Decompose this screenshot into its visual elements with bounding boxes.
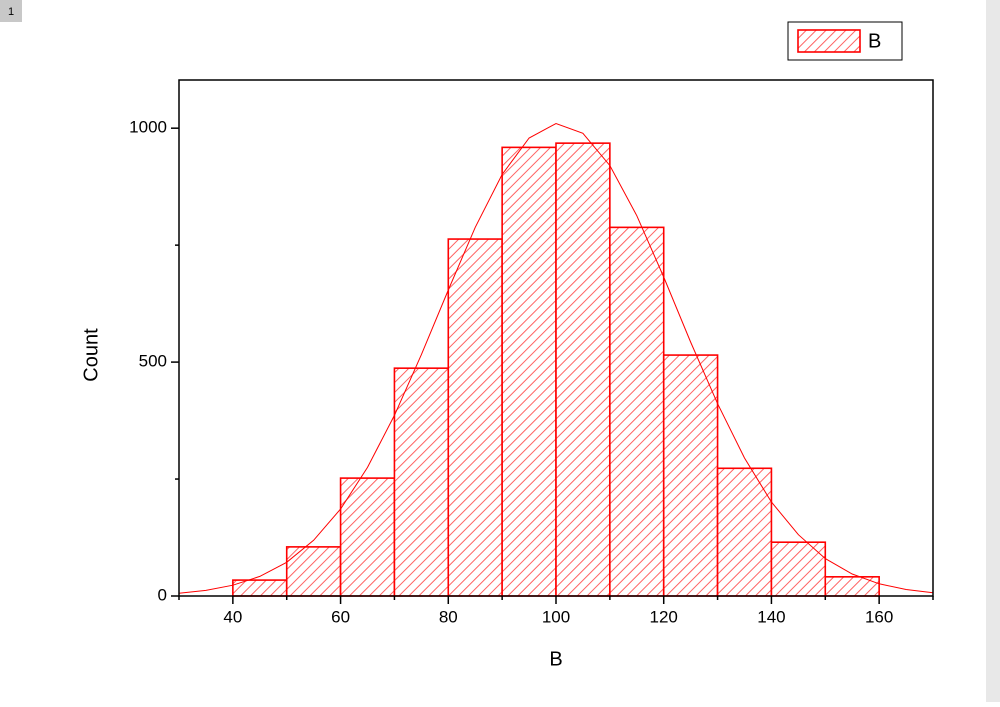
x-tick-label: 160: [865, 607, 893, 626]
bar: [501, 146, 557, 597]
x-tick-label: 60: [331, 607, 350, 626]
x-axis-title: B: [549, 648, 562, 670]
x-tick-label: 80: [439, 607, 458, 626]
bar: [555, 142, 611, 597]
window-border: [986, 0, 1000, 702]
bar: [716, 467, 773, 597]
fit-curve: [178, 122, 934, 594]
bar: [824, 576, 880, 597]
x-tick-label: 100: [542, 607, 570, 626]
x-tick-label: 120: [650, 607, 678, 626]
bar: [770, 541, 827, 597]
x-tick-label: 140: [757, 607, 785, 626]
bar: [662, 354, 719, 597]
bar: [609, 226, 665, 597]
y-tick-label: 1000: [129, 118, 167, 137]
x-tick-label: 40: [223, 607, 242, 626]
legend-label: B: [868, 30, 881, 52]
y-tick-label: 0: [158, 585, 167, 604]
bar: [285, 546, 342, 597]
page-label: 1: [8, 6, 14, 18]
bar: [447, 238, 503, 597]
y-axis-title: Count: [80, 328, 102, 382]
legend-swatch: [797, 29, 861, 53]
y-tick-label: 500: [139, 352, 167, 371]
page-badge: [0, 0, 22, 22]
bar: [393, 367, 450, 597]
